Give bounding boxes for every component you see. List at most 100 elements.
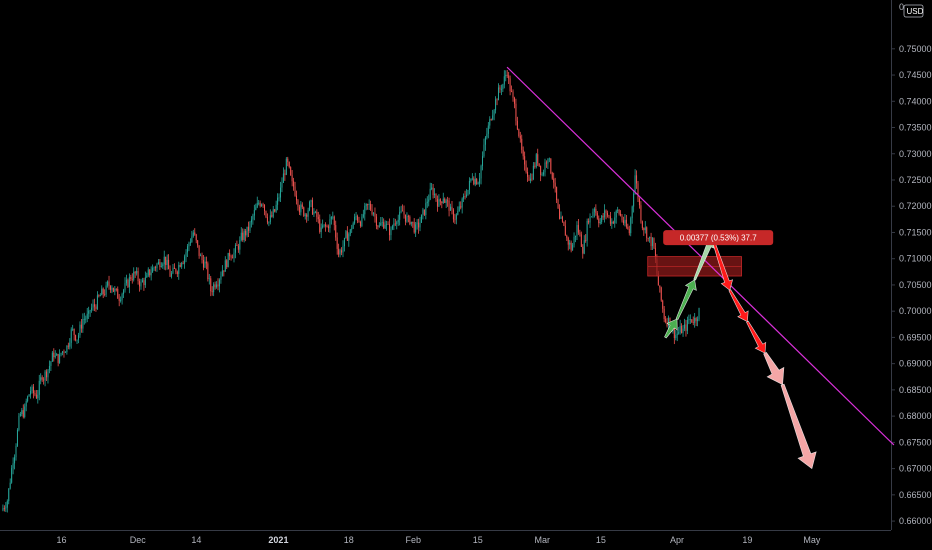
- candle-body: [89, 310, 91, 312]
- candle-body: [160, 266, 162, 268]
- projection-arrow-down: [746, 320, 767, 354]
- candle-body: [162, 264, 164, 267]
- candle-body: [191, 236, 193, 243]
- candle-body: [511, 91, 513, 93]
- candle-body: [386, 223, 388, 225]
- candle-body: [572, 244, 574, 251]
- price-tick-label: 0.68000: [899, 411, 932, 421]
- candle-body: [458, 206, 460, 211]
- candle-body: [323, 224, 325, 226]
- candle-body: [402, 210, 404, 212]
- candle-body: [358, 220, 360, 222]
- candle-body: [375, 216, 377, 226]
- price-tick-label: 0.70500: [899, 280, 932, 290]
- candle-body: [35, 394, 37, 399]
- candle-body: [503, 76, 505, 85]
- candle-body: [163, 256, 165, 265]
- candle-body: [343, 237, 345, 247]
- candle-body: [378, 225, 380, 227]
- candle-body: [47, 369, 49, 378]
- candle-body: [152, 267, 154, 273]
- candle-body: [362, 214, 364, 217]
- candle-body: [522, 149, 524, 157]
- currency-badge[interactable]: [903, 4, 924, 18]
- candle-body: [506, 74, 508, 76]
- candle-body: [281, 182, 283, 188]
- candle-body: [139, 281, 141, 287]
- candle-body: [418, 222, 420, 228]
- time-axis[interactable]: 16 Dec 14 2021 18 Feb 15 Mar 15 Apr 19 May: [57, 535, 821, 545]
- candle-body: [638, 198, 640, 206]
- candle-body: [234, 245, 236, 253]
- candle-body: [560, 216, 562, 219]
- candle-body: [313, 212, 315, 215]
- candle-body: [342, 246, 344, 253]
- candle-body: [450, 206, 452, 211]
- candle-body: [15, 445, 17, 458]
- candle-body: [438, 199, 440, 207]
- candle-body: [79, 324, 81, 336]
- candle-body: [104, 293, 106, 295]
- candle-body: [455, 214, 457, 220]
- candle-body: [37, 394, 39, 399]
- trendline[interactable]: [506, 66, 895, 446]
- candle-body: [130, 277, 132, 280]
- candle-body: [204, 261, 206, 268]
- candle-body: [329, 219, 331, 229]
- candle-body: [614, 217, 616, 224]
- candle-body: [577, 225, 579, 233]
- candle-body: [695, 318, 697, 322]
- projection-arrow-up: [675, 279, 697, 320]
- candle-body: [300, 204, 302, 213]
- candle-body: [413, 222, 415, 233]
- candle-body: [543, 172, 545, 175]
- candle-body: [73, 328, 75, 336]
- candle-body: [534, 165, 536, 167]
- candle-body: [527, 171, 529, 177]
- candle-body: [531, 178, 533, 180]
- candle-body: [284, 173, 286, 175]
- candle-body: [107, 281, 109, 286]
- candle-body: [282, 173, 284, 183]
- projection-arrow-down-pink: [763, 352, 785, 386]
- candle-body: [309, 201, 311, 211]
- candle-body: [210, 278, 212, 292]
- candle-body: [326, 226, 328, 228]
- candle-body: [464, 195, 466, 197]
- candle-body: [19, 414, 21, 416]
- candle-body: [266, 217, 268, 223]
- candle-body: [306, 214, 308, 217]
- candle-body: [6, 501, 8, 508]
- candle-body: [477, 183, 479, 185]
- candle-body: [2, 508, 4, 511]
- candle-body: [134, 271, 136, 274]
- candle-body: [21, 410, 23, 415]
- candle-body: [384, 224, 386, 229]
- candle-body: [227, 252, 229, 268]
- candle-body: [563, 221, 565, 226]
- candle-body: [285, 158, 287, 175]
- projection-arrows: [664, 237, 817, 470]
- candle-body: [652, 238, 654, 247]
- candle-body: [682, 328, 684, 334]
- candle-body: [118, 298, 120, 301]
- candle-body: [585, 240, 587, 242]
- price-axis[interactable]: 0.66000 0.66500 0.67000 0.67500 0.68000 0.685…: [891, 44, 932, 526]
- candle-body: [262, 204, 264, 206]
- time-tick-label: 18: [344, 535, 354, 545]
- candle-body: [18, 415, 20, 430]
- candle-body: [179, 265, 181, 267]
- candle-body: [40, 377, 42, 381]
- candle-body: [388, 224, 391, 236]
- price-tick-label: 0.66500: [899, 490, 932, 500]
- candle-body: [683, 324, 686, 329]
- candle-body: [624, 219, 626, 224]
- candle-body: [38, 380, 40, 395]
- candle-body: [359, 221, 361, 226]
- candle-body: [573, 236, 575, 245]
- candle-body: [14, 457, 16, 464]
- candle-body: [265, 210, 267, 218]
- candle-body: [336, 237, 338, 249]
- candle-body: [492, 115, 494, 120]
